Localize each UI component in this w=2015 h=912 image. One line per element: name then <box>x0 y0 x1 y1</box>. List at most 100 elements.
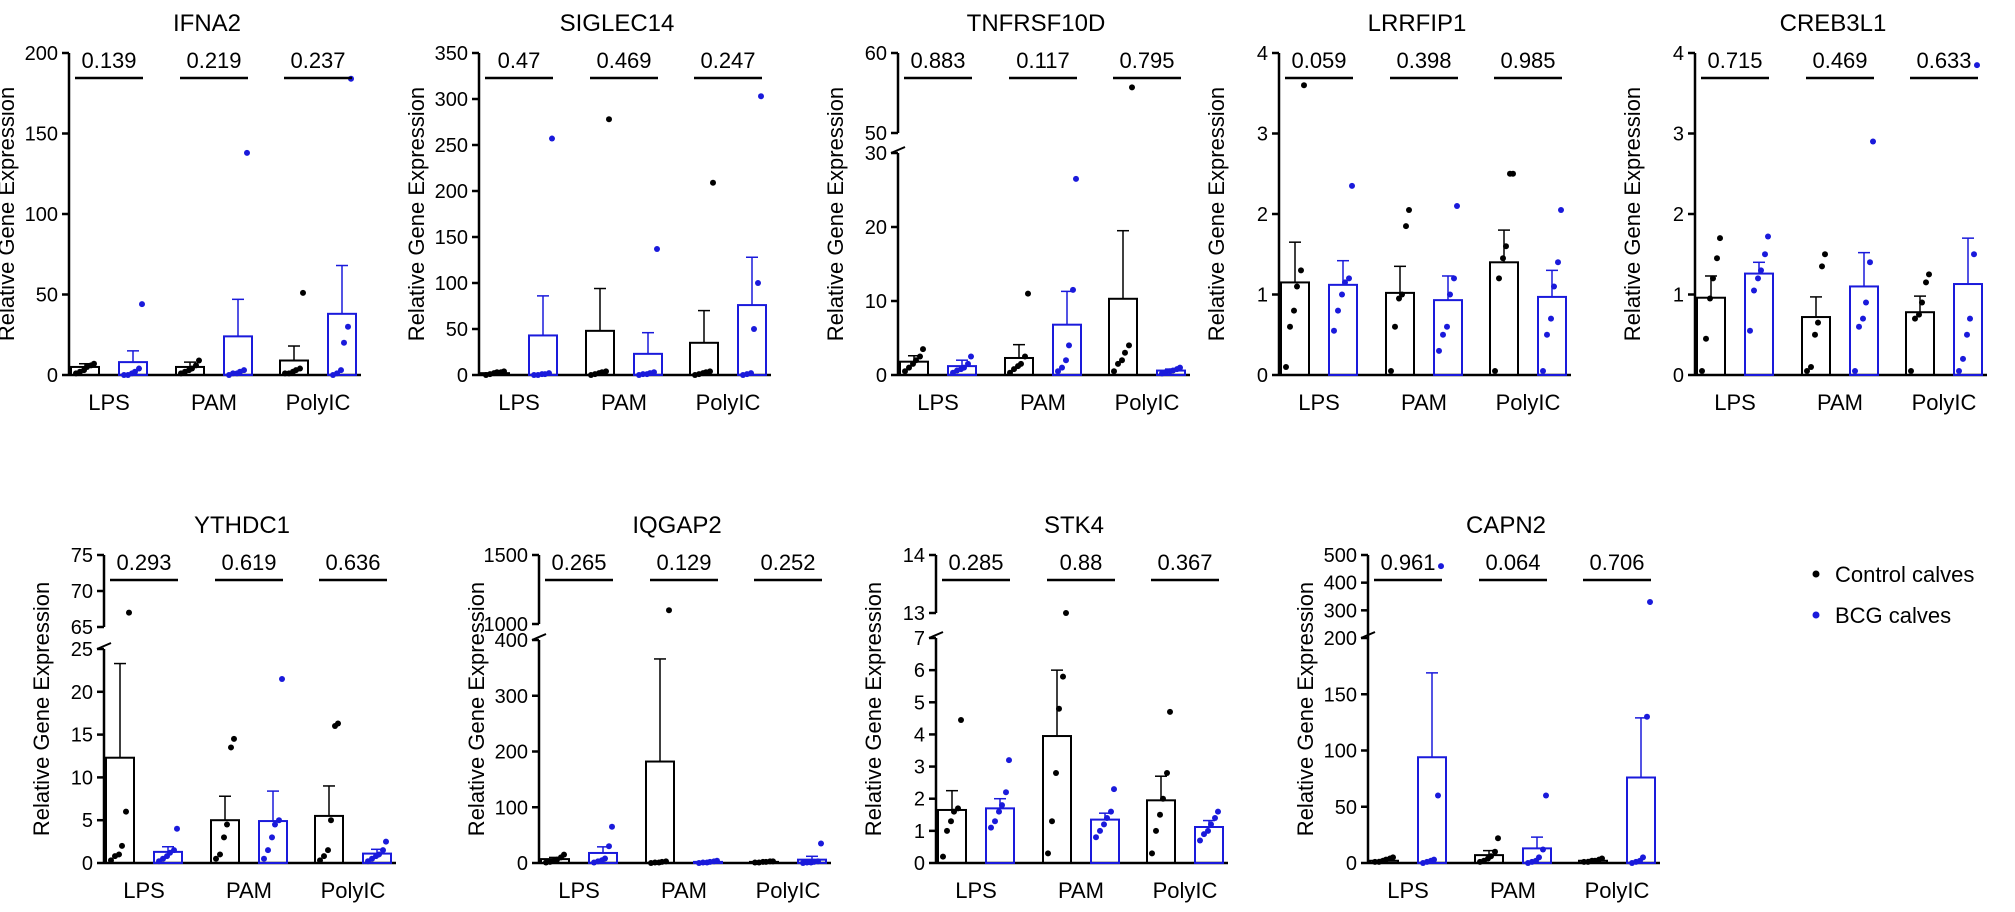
data-point <box>714 857 720 864</box>
x-tick-label: LPS <box>1714 390 1756 415</box>
data-point <box>1765 233 1771 240</box>
data-point <box>231 735 237 742</box>
chart-title: IFNA2 <box>173 10 241 37</box>
x-tick-label: PolyIC <box>1912 390 1977 415</box>
y-tick-label: 250 <box>435 135 468 157</box>
data-point <box>1208 821 1214 828</box>
data-point <box>1867 259 1873 266</box>
y-tick-label: 150 <box>435 227 468 249</box>
data-point <box>1388 367 1394 374</box>
data-point <box>902 368 908 375</box>
p-value-label: 0.252 <box>760 550 815 575</box>
chart-title: IQGAP2 <box>632 512 721 539</box>
y-tick-label: 300 <box>1324 600 1357 622</box>
data-point <box>1435 792 1441 799</box>
data-point <box>1540 846 1546 853</box>
data-point <box>1762 251 1768 258</box>
data-point <box>335 720 341 727</box>
data-point <box>380 847 386 854</box>
x-tick-label: PAM <box>226 878 272 903</box>
x-tick-label: LPS <box>955 878 997 903</box>
y-tick-label: 2 <box>1673 204 1684 226</box>
x-tick-label: LPS <box>123 878 165 903</box>
x-tick-label: LPS <box>498 390 540 415</box>
data-point <box>606 843 612 850</box>
y-tick-label: 100 <box>435 273 468 295</box>
data-point <box>1714 255 1720 262</box>
data-point <box>549 135 555 142</box>
x-tick-label: PAM <box>1401 390 1447 415</box>
y-tick-label: 0 <box>876 365 887 387</box>
data-point <box>958 716 964 723</box>
bar-bcg-calves-polyic <box>1626 776 1656 864</box>
data-point <box>1111 368 1117 375</box>
y-tick-label: 0 <box>1673 365 1684 387</box>
data-point <box>1063 610 1069 616</box>
y-tick-label: 1000 <box>484 614 529 636</box>
data-point <box>1699 367 1705 374</box>
data-point <box>1205 827 1211 834</box>
data-point <box>1045 850 1051 857</box>
data-point <box>1060 673 1066 680</box>
y-tick-label: 100 <box>25 204 58 226</box>
data-point <box>603 368 609 375</box>
chart-title: LRRFIP1 <box>1368 10 1467 37</box>
bar-control-calves-pam <box>1385 291 1415 377</box>
p-value-label: 0.293 <box>116 550 171 575</box>
y-tick-label: 0 <box>1346 853 1357 875</box>
data-point <box>1108 808 1114 815</box>
data-point <box>944 827 950 834</box>
bar-bcg-calves-pam <box>1849 285 1879 377</box>
data-point <box>1923 279 1929 286</box>
data-point <box>663 858 669 865</box>
data-point <box>338 367 344 374</box>
x-tick-label: PolyIC <box>1496 390 1561 415</box>
chart-panel-stk4: STK4 0 1 2 3 4 5 6 7 13 14 Relative Gene Expression… <box>861 512 1228 903</box>
data-point <box>1122 349 1128 356</box>
x-tick-label: PAM <box>1020 390 1066 415</box>
data-point <box>1339 291 1345 298</box>
bar-bcg-calves-lps <box>1744 272 1774 377</box>
data-point <box>818 840 824 847</box>
data-point <box>1022 353 1028 360</box>
p-value-label: 0.715 <box>1707 48 1762 73</box>
p-value-label: 0.367 <box>1157 550 1212 575</box>
data-point <box>1406 206 1412 213</box>
y-tick-label: 20 <box>71 682 93 704</box>
data-point <box>1119 357 1125 364</box>
data-point <box>119 842 125 849</box>
data-point <box>328 817 334 824</box>
data-point <box>1644 713 1650 720</box>
data-point <box>755 280 761 286</box>
data-point <box>1451 275 1457 282</box>
data-point <box>341 339 347 346</box>
bar-control-calves-pam <box>645 760 675 864</box>
legend-label-bcg: BCG calves <box>1835 603 1951 628</box>
data-point <box>1215 808 1221 815</box>
data-point <box>213 855 219 862</box>
data-point <box>1390 854 1396 861</box>
bar-control-calves-polyic <box>1489 261 1519 376</box>
data-point <box>1808 363 1814 370</box>
data-point <box>1815 319 1821 326</box>
bar-bcg-calves-polyic <box>1953 283 1983 376</box>
data-point <box>136 365 142 372</box>
data-point <box>1201 831 1207 838</box>
data-point <box>988 824 994 831</box>
data-point <box>1707 295 1713 302</box>
data-point <box>1342 279 1348 286</box>
p-value-label: 0.129 <box>656 550 711 575</box>
data-point <box>1431 856 1437 863</box>
data-point <box>920 346 926 353</box>
y-axis-label: Relative Gene Expression <box>404 87 429 341</box>
bar-bcg-calves-pam <box>1433 299 1463 377</box>
data-point <box>1335 307 1341 314</box>
y-tick-label: 500 <box>1324 545 1357 567</box>
data-point <box>940 853 946 860</box>
data-point <box>1495 835 1501 842</box>
data-point <box>1212 815 1218 821</box>
axis-break-mark <box>890 146 906 154</box>
y-axis-label: Relative Gene Expression <box>861 582 886 836</box>
y-tick-label: 200 <box>25 43 58 65</box>
data-point <box>1298 267 1304 274</box>
